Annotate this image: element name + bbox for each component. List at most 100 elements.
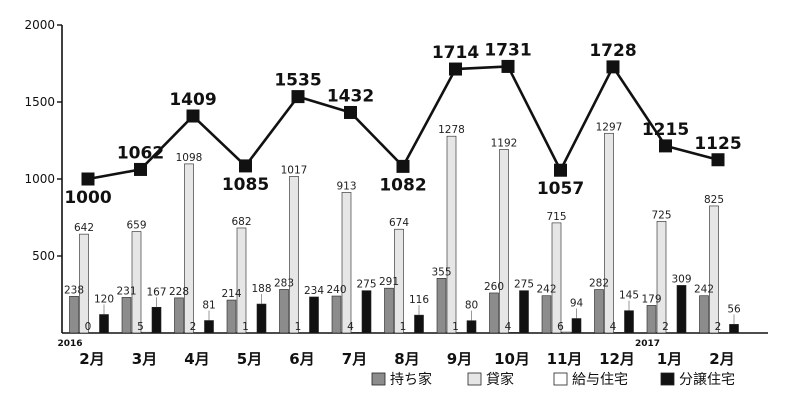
line-value-label: 1728 — [589, 41, 636, 61]
y-tick-label: 2000 — [24, 18, 55, 32]
bar-value-label: 282 — [589, 278, 609, 290]
bar — [204, 320, 214, 334]
bar — [331, 295, 342, 334]
bar-value-label: 94 — [570, 298, 584, 310]
bar-value-label: 56 — [727, 303, 741, 315]
bar-value-label: 2 — [662, 321, 669, 333]
line-value-label: 1215 — [642, 120, 689, 140]
bar — [151, 306, 162, 334]
bar-value-label: 355 — [431, 266, 451, 278]
x-tick-label: 12月 — [599, 350, 635, 368]
bar-value-label: 228 — [169, 286, 189, 298]
y-tick-label: 1500 — [24, 95, 55, 109]
bar-value-label: 5 — [137, 321, 144, 333]
legend-label: 持ち家 — [390, 371, 432, 388]
y-tick-label: 1000 — [24, 172, 55, 186]
bar-value-label: 283 — [274, 277, 294, 289]
bar — [656, 221, 667, 334]
x-tick-label: 1月 — [657, 350, 682, 368]
bar — [256, 303, 267, 334]
bar — [131, 231, 142, 334]
bar — [466, 320, 477, 334]
bar — [436, 278, 447, 334]
line-value-label: 1409 — [169, 90, 216, 110]
bar-value-label: 179 — [641, 293, 661, 305]
bar-value-label: 1 — [295, 321, 302, 333]
bar-value-label: 1297 — [596, 121, 623, 133]
bar — [624, 310, 634, 334]
bar-value-label: 214 — [221, 288, 241, 300]
legend-label: 給与住宅 — [572, 372, 628, 388]
bar-value-label: 242 — [536, 284, 556, 296]
bar-value-label: 1017 — [281, 164, 308, 176]
line-marker — [554, 163, 567, 177]
bar-value-label: 242 — [694, 284, 714, 296]
x-tick-label: 8月 — [394, 350, 419, 368]
bar-value-label: 1278 — [438, 124, 465, 136]
bar — [551, 222, 562, 334]
bar-value-label: 674 — [389, 217, 409, 229]
bar — [414, 314, 424, 334]
line-marker — [134, 162, 147, 176]
bar-value-label: 116 — [409, 294, 429, 306]
bar — [226, 299, 237, 334]
bar-value-label: 188 — [251, 283, 271, 295]
bar — [361, 290, 372, 334]
bar-value-label: 1 — [242, 321, 249, 333]
bar — [289, 176, 299, 334]
bar-value-label: 238 — [64, 284, 84, 296]
bar-value-label: 309 — [671, 273, 691, 285]
year-label: 2016 — [57, 339, 82, 349]
x-tick-label: 6月 — [289, 350, 314, 368]
line-marker — [81, 172, 95, 186]
line-value-label: 1125 — [694, 134, 741, 154]
line-value-label: 1062 — [117, 143, 164, 163]
line-value-label: 1731 — [484, 40, 531, 60]
legend-swatch — [371, 372, 386, 386]
bar — [341, 192, 352, 334]
bar — [446, 135, 457, 334]
x-tick-label: 10月 — [494, 350, 530, 368]
bar-value-label: 120 — [94, 294, 114, 306]
bar-value-label: 291 — [379, 276, 399, 288]
bar — [69, 296, 79, 334]
bar-value-label: 4 — [505, 321, 512, 333]
bar-value-label: 1 — [452, 321, 459, 333]
line-marker — [501, 59, 515, 73]
x-tick-label: 3月 — [132, 350, 157, 368]
x-tick-label: 5月 — [237, 350, 262, 368]
line-marker — [186, 109, 200, 123]
line-value-label: 1000 — [64, 188, 111, 208]
bar-value-label: 80 — [465, 300, 478, 312]
bar-value-label: 4 — [610, 321, 617, 333]
bar — [509, 332, 519, 334]
bar-value-label: 682 — [231, 216, 251, 228]
bar-value-label: 2 — [715, 321, 722, 333]
x-tick-label: 4月 — [184, 350, 209, 368]
bar — [561, 331, 572, 334]
legend-swatch — [660, 372, 675, 386]
bar — [394, 228, 404, 334]
bar-value-label: 234 — [304, 285, 324, 297]
bar-value-label: 4 — [347, 321, 354, 333]
bar-value-label: 0 — [85, 321, 92, 333]
bar — [594, 289, 604, 334]
bar-value-label: 2 — [190, 321, 197, 333]
bar — [121, 297, 132, 334]
bar — [174, 297, 184, 334]
bar — [571, 318, 582, 334]
bar-value-label: 275 — [356, 279, 376, 291]
x-tick-label: 11月 — [547, 350, 583, 368]
line-value-label: 1432 — [327, 86, 374, 106]
bar — [614, 332, 624, 334]
bar — [236, 227, 247, 334]
line-value-label: 1085 — [222, 175, 269, 195]
bar-value-label: 231 — [116, 285, 136, 297]
bar-value-label: 260 — [484, 281, 504, 293]
line-value-label: 1714 — [432, 43, 479, 63]
bar — [604, 132, 614, 334]
bar-value-label: 642 — [74, 222, 94, 234]
bar — [384, 287, 394, 334]
